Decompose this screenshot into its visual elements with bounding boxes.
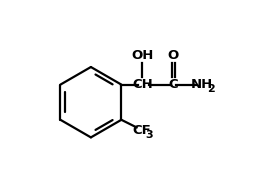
Text: NH: NH (191, 78, 213, 91)
Text: O: O (168, 49, 179, 62)
Text: C: C (168, 78, 178, 91)
Text: 2: 2 (207, 84, 215, 94)
Text: CH: CH (133, 78, 154, 91)
Text: OH: OH (131, 49, 153, 62)
Text: 3: 3 (145, 130, 153, 140)
Text: CF: CF (132, 124, 151, 137)
